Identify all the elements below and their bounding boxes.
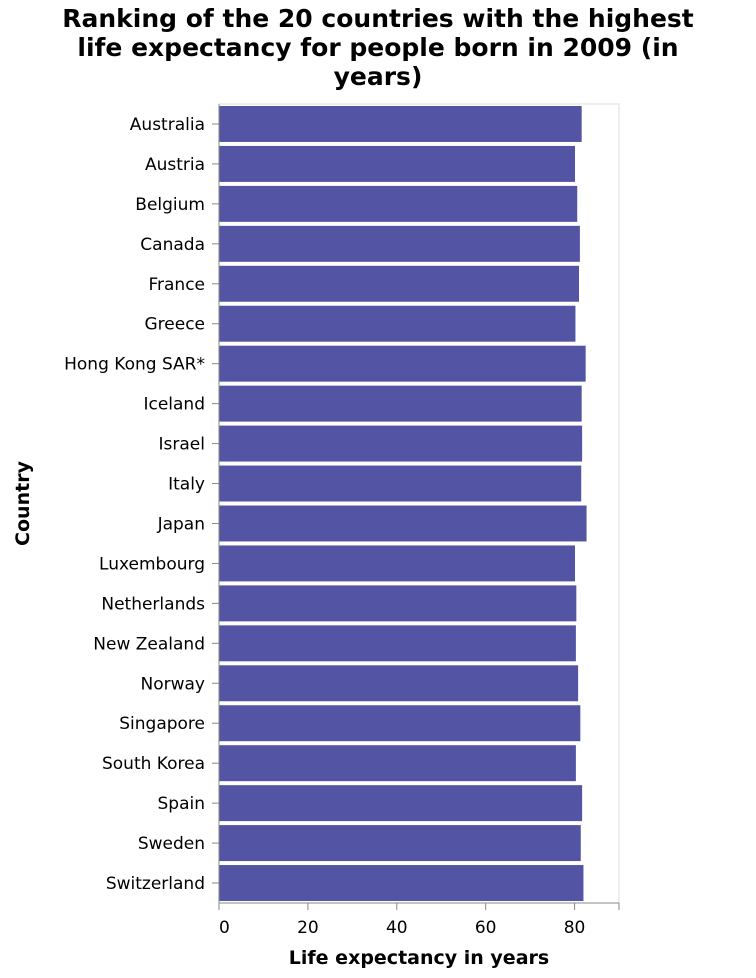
- y-tick-label: Australia: [130, 115, 205, 135]
- y-tick-label: Italy: [168, 475, 205, 495]
- y-tick-label: Spain: [158, 794, 206, 814]
- chart-title: Ranking of the 20 countries with the hig…: [0, 4, 756, 91]
- y-tick-label: Greece: [144, 315, 205, 335]
- chart-title-line: life expectancy for people born in 2009 …: [77, 33, 679, 62]
- bar-south-korea: [219, 745, 576, 782]
- bar-norway: [219, 665, 579, 702]
- y-tick-label: Switzerland: [106, 874, 205, 894]
- y-tick-label: Luxembourg: [99, 554, 205, 574]
- bar-austria: [219, 145, 575, 182]
- y-tick-label: France: [148, 275, 205, 295]
- y-tick-label: Hong Kong SAR*: [64, 355, 205, 375]
- y-tick-label: Netherlands: [101, 594, 205, 614]
- bar-singapore: [219, 705, 581, 742]
- bar-canada: [219, 225, 580, 262]
- x-axis-title: Life expectancy in years: [289, 947, 549, 969]
- x-tick-label: 0: [219, 918, 230, 938]
- bar-new-zealand: [219, 625, 576, 662]
- y-tick-label: South Korea: [102, 754, 205, 774]
- x-tick-label: 40: [386, 918, 408, 938]
- bar-israel: [219, 425, 583, 462]
- chart-title-line: years): [333, 62, 423, 91]
- bar-australia: [219, 106, 582, 142]
- y-tick-label: Belgium: [135, 195, 205, 215]
- bar-sweden: [219, 825, 581, 862]
- y-tick-label: Sweden: [138, 834, 205, 854]
- plot-frame: [218, 103, 620, 904]
- bar-switzerland: [219, 865, 584, 901]
- y-tick-label: New Zealand: [93, 634, 205, 654]
- bar-luxembourg: [219, 545, 575, 582]
- y-tick-label: Austria: [145, 155, 205, 175]
- bar-greece: [219, 305, 576, 342]
- y-tick-label: Israel: [159, 435, 205, 455]
- y-tick-label: Iceland: [143, 395, 205, 415]
- bar-iceland: [219, 385, 582, 422]
- bar-italy: [219, 465, 582, 502]
- x-tick-label: 80: [564, 918, 586, 938]
- y-tick-label: Singapore: [119, 714, 205, 734]
- bar-netherlands: [219, 585, 577, 622]
- x-tick-label: 60: [475, 918, 497, 938]
- y-axis-title: Country: [12, 460, 34, 546]
- bar-spain: [219, 785, 583, 822]
- y-tick-label: Canada: [140, 235, 205, 255]
- bar-france: [219, 265, 579, 302]
- bar-belgium: [219, 185, 578, 222]
- y-tick-label: Japan: [157, 514, 205, 534]
- y-tick-label: Norway: [141, 674, 206, 694]
- bar-hong-kong-sar-: [219, 345, 586, 382]
- chart-title-line: Ranking of the 20 countries with the hig…: [62, 4, 694, 33]
- x-tick-label: 20: [297, 918, 319, 938]
- bar-japan: [219, 505, 587, 542]
